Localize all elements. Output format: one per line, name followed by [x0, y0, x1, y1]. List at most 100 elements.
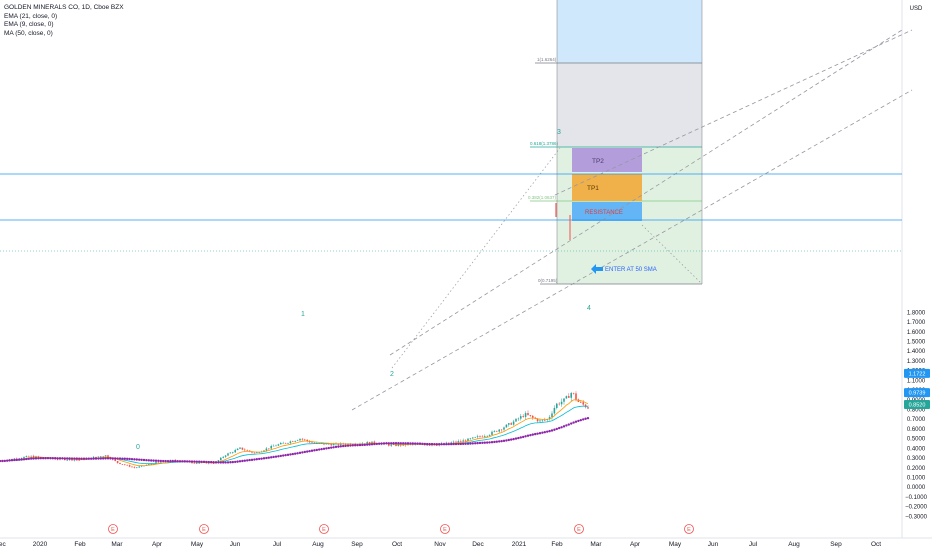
- candle-body: [460, 441, 462, 442]
- ma50-point: [111, 457, 115, 460]
- ma50-point: [421, 442, 424, 446]
- ma50-point: [546, 430, 549, 433]
- ma50-point: [162, 459, 165, 463]
- ma50-point: [123, 457, 127, 460]
- ma50-point: [327, 446, 330, 450]
- tp2-box[interactable]: [572, 148, 642, 172]
- wave-label-3: 3: [557, 129, 561, 136]
- ma50-point: [8, 459, 11, 462]
- candle-body: [462, 440, 464, 442]
- candle-body: [390, 444, 392, 446]
- ma50-point: [536, 432, 539, 435]
- ma50-point: [56, 457, 59, 460]
- ma50-point: [358, 443, 362, 447]
- ma50-point: [27, 457, 30, 461]
- time-axis[interactable]: Dec 2020 Feb Mar Apr May Jun Jul Aug Sep Oct Nov Dec…: [0, 541, 881, 548]
- candle-body: [467, 438, 469, 442]
- ma50-point: [32, 457, 35, 460]
- ma50-point: [238, 460, 242, 463]
- candle-body: [301, 438, 304, 440]
- ma50-point: [308, 449, 311, 453]
- candle-body: [222, 456, 224, 458]
- ma50-point: [82, 457, 86, 460]
- candle-body: [563, 398, 565, 402]
- channel-mid-trendline[interactable]: [389, 29, 903, 356]
- ma50-point: [440, 443, 443, 446]
- ma50-point: [433, 442, 436, 446]
- ma50-point: [73, 457, 76, 460]
- ma50-point: [306, 450, 309, 453]
- ma50-point: [507, 438, 510, 442]
- y-tick-label: 1.1000: [907, 378, 926, 384]
- tp1-box[interactable]: [572, 174, 642, 201]
- price-axis[interactable]: 1.80001.70001.60001.50001.40001.30001.20…: [905, 310, 928, 520]
- ma50-point: [565, 424, 568, 427]
- earnings-icon-label: E: [687, 527, 691, 533]
- ma50-point: [478, 441, 482, 445]
- ma50-point: [178, 460, 182, 463]
- channel-upper-trendline[interactable]: [554, 29, 913, 196]
- ma50-point: [226, 461, 230, 464]
- resistance-box[interactable]: [572, 202, 642, 221]
- candle-body: [121, 464, 124, 465]
- earnings-icon[interactable]: [199, 524, 209, 534]
- candle-body: [131, 466, 133, 468]
- ma50-point: [109, 457, 112, 460]
- candle-body: [95, 456, 97, 458]
- candle-body: [196, 463, 198, 464]
- ma50-point: [63, 457, 66, 460]
- ma50-point: [411, 442, 414, 445]
- ma50-point: [102, 457, 105, 460]
- ma50-point: [90, 457, 93, 460]
- ma50-point: [87, 457, 91, 460]
- earnings-icon[interactable]: [684, 524, 694, 534]
- candle-body: [138, 466, 140, 468]
- earnings-icon[interactable]: [440, 524, 450, 534]
- wave-projection-line: [391, 147, 561, 369]
- candle-body: [529, 415, 532, 416]
- ma50-point: [142, 458, 146, 462]
- fib-level-0618-label: 0.618(1.3786): [530, 141, 559, 146]
- y-tick-label: 0.5000: [907, 437, 926, 443]
- candle-body: [532, 415, 534, 418]
- candle-body: [193, 462, 196, 464]
- candle-body: [436, 445, 438, 446]
- earnings-icon[interactable]: [319, 524, 329, 534]
- ma50-point: [130, 457, 134, 461]
- candle-body: [520, 416, 522, 419]
- candle-body: [548, 417, 551, 420]
- ma50-point: [330, 446, 333, 449]
- ma50-point: [210, 460, 213, 464]
- x-tick-label: Aug: [788, 541, 800, 548]
- channel-lower-trendline[interactable]: [351, 89, 913, 411]
- x-tick-label: Mar: [111, 541, 123, 548]
- legend-ema9[interactable]: EMA (9, close, 0): [4, 21, 54, 29]
- ma50-point: [526, 434, 530, 437]
- legend-ma50[interactable]: MA (50, close, 0): [4, 29, 53, 37]
- ma50-point: [51, 457, 54, 460]
- candle-body: [232, 452, 234, 453]
- ma50-point: [339, 445, 342, 448]
- candle-body: [150, 463, 152, 465]
- ma50-point: [351, 444, 354, 447]
- fib-level-0-label: 0(0.7195): [538, 278, 558, 283]
- ma50-point: [6, 459, 9, 462]
- candle-body: [133, 466, 136, 468]
- candle-body: [344, 444, 347, 445]
- candle-body: [263, 450, 265, 452]
- earnings-icon[interactable]: [108, 524, 118, 534]
- legend-ema21[interactable]: EMA (21, close, 0): [4, 12, 58, 20]
- candle-body: [220, 457, 222, 461]
- x-tick-label: Jun: [708, 541, 719, 548]
- candle-body: [479, 436, 481, 437]
- price-badge-label: 0.9739: [909, 391, 926, 397]
- earnings-icon[interactable]: [574, 524, 584, 534]
- ma50-point: [409, 442, 412, 445]
- ma50-point: [454, 442, 458, 446]
- ma50-point: [75, 457, 79, 460]
- candle-body: [476, 436, 479, 438]
- ma50-point: [387, 442, 390, 445]
- ma50-point: [514, 437, 518, 440]
